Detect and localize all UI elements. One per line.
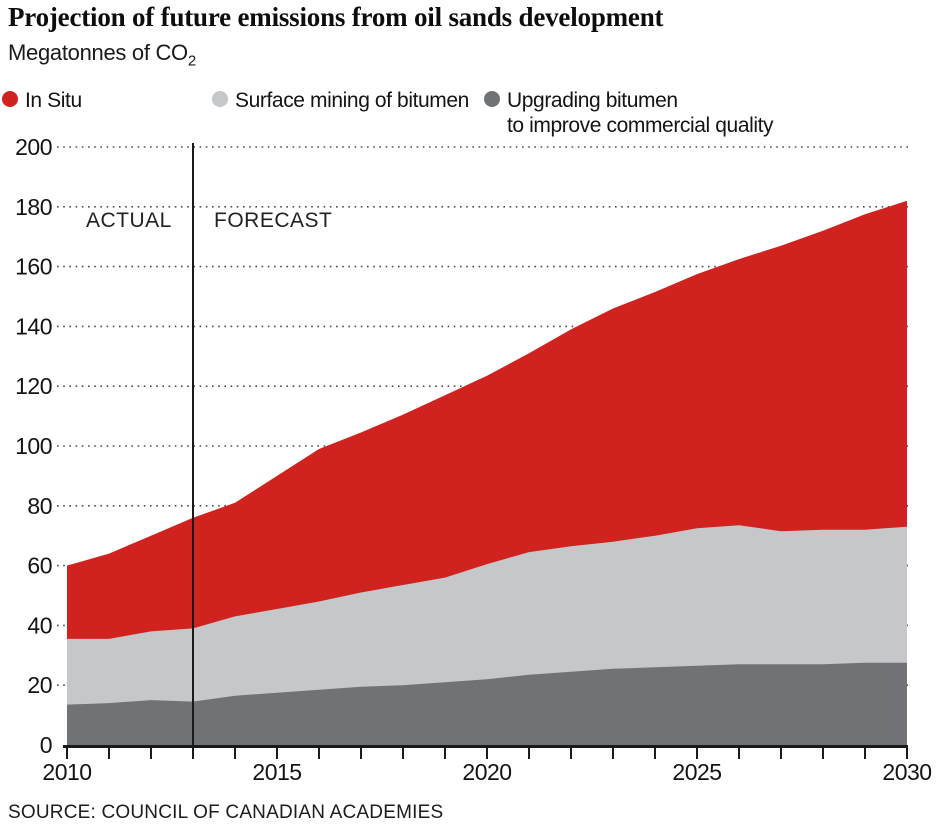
x-tick-label: 2030 (882, 759, 931, 785)
x-axis (63, 745, 908, 759)
x-tick-label: 2025 (672, 759, 721, 785)
legend-label: In Situ (25, 89, 82, 112)
source-credit: SOURCE: COUNCIL OF CANADIAN ACADEMIES (8, 802, 444, 823)
y-tick-label: 120 (15, 373, 52, 399)
y-tick-label: 200 (15, 134, 52, 160)
annotation-forecast: FORECAST (214, 209, 333, 232)
y-axis-labels: 0 20 40 60 80 100 120 140 160 180 200 (15, 134, 52, 758)
x-tick-label: 2010 (42, 759, 91, 785)
legend-label: Upgrading bitumen to improve commercial … (507, 89, 774, 137)
y-tick-label: 180 (15, 194, 52, 220)
legend-item-upgrading: Upgrading bitumen to improve commercial … (484, 88, 774, 138)
y-axis-unit-label: Megatonnes of CO2 (8, 40, 196, 70)
y-tick-label: 160 (15, 254, 52, 280)
legend-item-in-situ: In Situ (2, 88, 82, 113)
y-tick-label: 100 (15, 433, 52, 459)
annotation-actual: ACTUAL (86, 209, 172, 232)
x-tick-label: 2020 (462, 759, 511, 785)
y-tick-label: 80 (27, 493, 52, 519)
area-series-upgrading-bitumen-to-improve-commercial-quality (67, 662, 907, 745)
legend-label: Surface mining of bitumen (235, 89, 469, 112)
page-title: Projection of future emissions from oil … (8, 2, 664, 32)
legend-swatch-surface-mining-icon (212, 91, 228, 107)
y-tick-label: 0 (40, 732, 52, 758)
legend-swatch-upgrading-icon (484, 91, 500, 107)
y-tick-label: 60 (27, 553, 52, 579)
x-axis-labels: 2010 2015 2020 2025 2030 (42, 759, 932, 785)
x-tick-label: 2015 (252, 759, 301, 785)
y-tick-label: 20 (27, 672, 52, 698)
legend-item-surface-mining: Surface mining of bitumen (212, 88, 469, 113)
y-tick-label: 140 (15, 313, 52, 339)
y-tick-label: 40 (27, 612, 52, 638)
legend-swatch-in-situ-icon (2, 91, 18, 107)
unit-subscript: 2 (187, 52, 196, 70)
